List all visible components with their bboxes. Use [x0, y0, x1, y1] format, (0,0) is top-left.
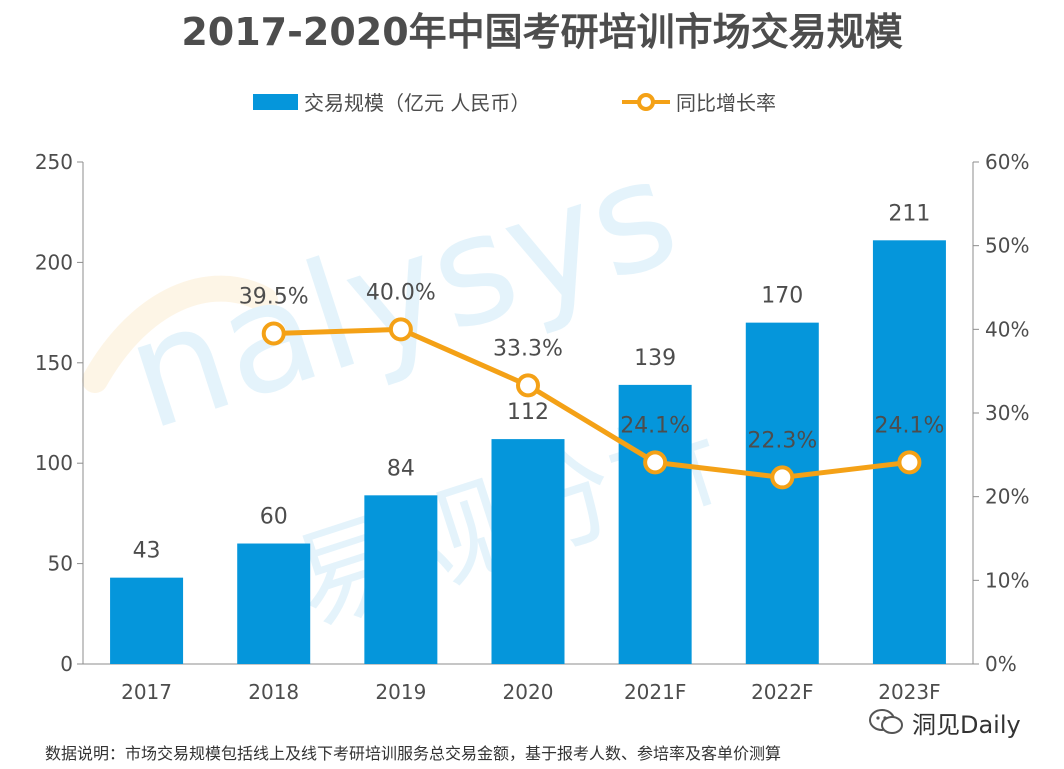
left-tick-label: 50	[48, 552, 73, 576]
bar-value-label: 112	[507, 400, 549, 425]
bar	[618, 384, 692, 664]
source-logo-text: 洞见Daily	[912, 710, 1021, 739]
left-tick-label: 0	[60, 652, 73, 676]
legend-line-marker	[637, 93, 655, 111]
bar	[364, 495, 438, 664]
left-tick-label: 150	[35, 351, 73, 375]
bar-value-label: 139	[634, 346, 676, 371]
chart-title: 2017-2020年中国考研培训市场交易规模	[181, 10, 902, 54]
x-tick-label: 2020	[503, 680, 554, 704]
wechat-icon	[869, 709, 903, 734]
x-tick-label: 2017	[121, 680, 172, 704]
bar-value-label: 60	[260, 505, 288, 530]
bar	[745, 322, 819, 664]
growth-value-label: 24.1%	[874, 413, 944, 438]
bar	[110, 577, 184, 664]
bar-series	[110, 240, 946, 664]
watermark-swoosh	[82, 275, 278, 393]
right-tick-label: 50%	[985, 234, 1029, 258]
right-tick-label: 40%	[985, 317, 1029, 341]
growth-value-label: 33.3%	[493, 336, 563, 361]
x-tick-label: 2019	[375, 680, 426, 704]
legend-bar-swatch	[253, 94, 298, 110]
left-axis-ticks: 0 50 100 150 200 250	[35, 150, 83, 676]
legend: 交易规模（亿元 人民币） 同比增长率	[253, 91, 776, 115]
left-tick-label: 100	[35, 451, 73, 475]
growth-point	[516, 373, 540, 398]
right-tick-label: 30%	[985, 401, 1029, 425]
x-tick-label: 2022F	[751, 680, 813, 704]
x-tick-label: 2018	[248, 680, 299, 704]
growth-value-label: 39.5%	[239, 285, 309, 310]
source-logo: 洞见Daily	[868, 705, 1021, 739]
bar-value-label: 211	[888, 201, 930, 226]
x-tick-label: 2023F	[878, 680, 940, 704]
right-tick-label: 10%	[985, 568, 1029, 592]
x-tick-label: 2021F	[624, 680, 686, 704]
bar-value-labels: 43 60 84 112 139 170 211	[133, 201, 931, 563]
legend-bar-label: 交易规模（亿元 人民币）	[304, 91, 530, 115]
growth-point	[261, 321, 286, 346]
growth-point	[897, 450, 922, 475]
legend-line-label: 同比增长率	[676, 91, 776, 115]
growth-value-label: 24.1%	[620, 413, 690, 438]
right-axis-ticks: 0% 10% 20% 30% 40% 50% 60%	[973, 150, 1029, 676]
growth-line-series: 39.5% 40.0% 33.3% 24.1% 22.3% 24.1%	[239, 280, 944, 490]
growth-point	[643, 450, 668, 475]
right-tick-label: 0%	[985, 652, 1017, 676]
footer-note: 数据说明：市场交易规模包括线上及线下考研培训服务总交易金额，基于报考人数、参培率…	[45, 744, 782, 763]
growth-point	[388, 317, 413, 342]
growth-value-label: 22.3%	[747, 428, 817, 453]
right-tick-label: 20%	[985, 485, 1029, 509]
bar	[491, 439, 565, 664]
bar-value-label: 43	[133, 539, 161, 564]
left-tick-label: 200	[35, 250, 73, 274]
bar-value-label: 84	[387, 456, 415, 481]
right-tick-label: 60%	[985, 150, 1029, 174]
growth-value-label: 40.0%	[366, 280, 436, 305]
growth-line	[273, 326, 910, 480]
left-tick-label: 250	[35, 150, 73, 174]
growth-point	[770, 465, 795, 490]
bar	[237, 543, 311, 664]
x-axis-labels: 2017 2018 2019 2020 2021F 2022F 2023F	[121, 680, 941, 704]
bar-value-label: 170	[761, 284, 803, 309]
